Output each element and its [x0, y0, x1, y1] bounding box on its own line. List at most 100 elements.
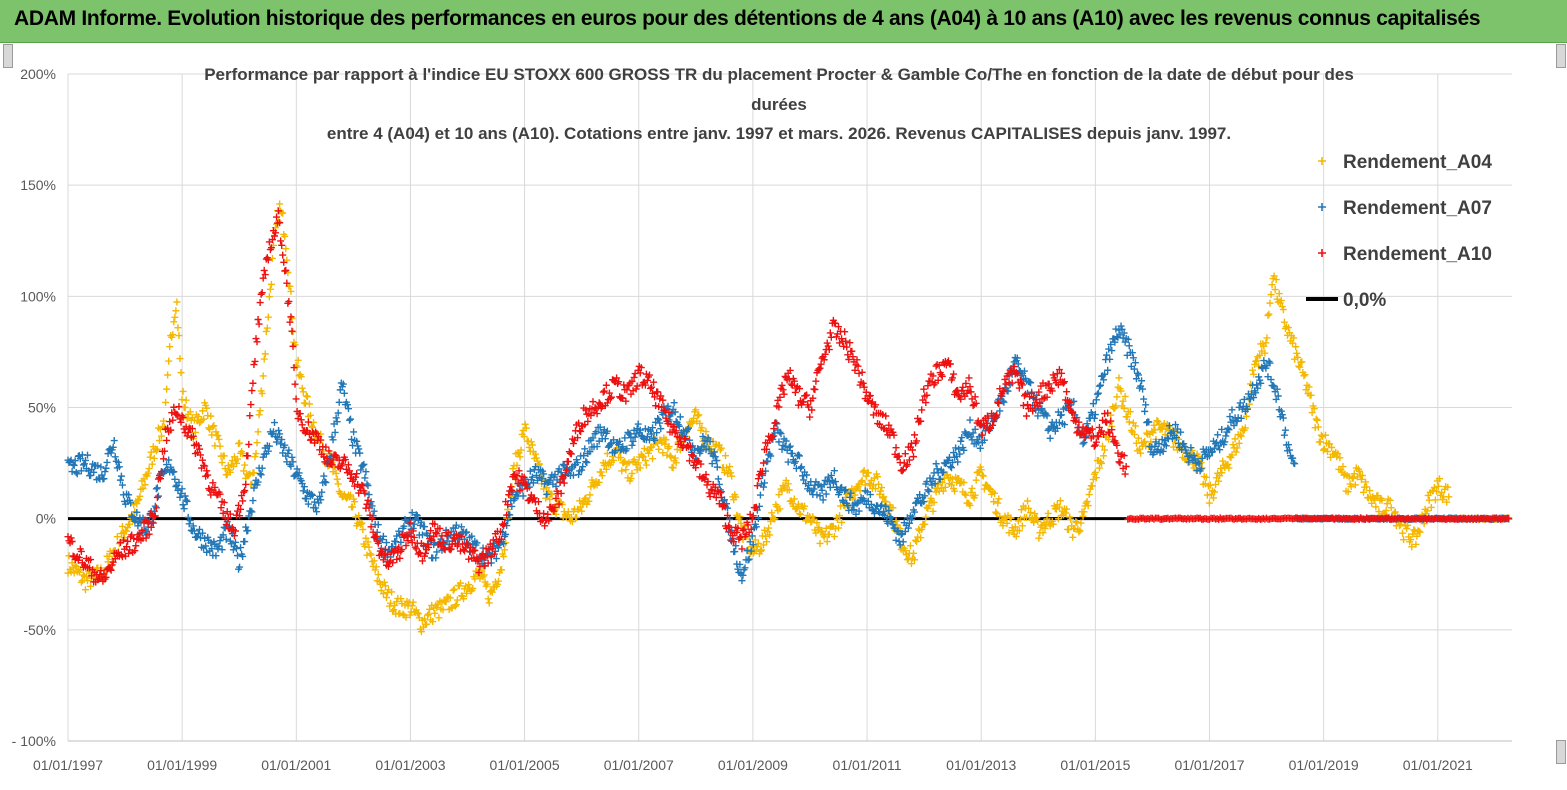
data-point-Rendement_A04: [761, 526, 769, 534]
data-point-Rendement_A04: [640, 445, 648, 453]
data-point-Rendement_A07: [924, 486, 932, 494]
data-point-Rendement_A04: [115, 540, 123, 548]
data-point-Rendement_A04: [165, 357, 173, 365]
data-point-Rendement_A07: [295, 469, 303, 477]
data-point-Rendement_A07: [374, 521, 382, 529]
data-point-Rendement_A07: [526, 467, 534, 475]
data-point-Rendement_A04: [857, 478, 865, 486]
data-point-Rendement_A07: [1101, 370, 1109, 378]
data-point-Rendement_A10: [475, 569, 483, 577]
data-point-Rendement_A04: [1387, 504, 1395, 512]
data-point-Rendement_A10: [923, 391, 931, 399]
data-point-Rendement_A04: [618, 467, 626, 475]
data-point-Rendement_A10: [503, 511, 511, 519]
data-point-Rendement_A10: [152, 504, 160, 512]
data-point-Rendement_A07: [116, 476, 124, 484]
data-point-Rendement_A07: [181, 492, 189, 500]
data-point-Rendement_A07: [1222, 432, 1230, 440]
data-point-Rendement_A07: [1236, 399, 1244, 407]
data-point-Rendement_A04: [305, 400, 313, 408]
data-point-Rendement_A04: [1284, 324, 1292, 332]
data-point-Rendement_A07: [165, 456, 173, 464]
data-point-Rendement_A07: [1182, 446, 1190, 454]
data-point-Rendement_A07: [1291, 460, 1299, 468]
data-point-Rendement_A04: [531, 450, 539, 458]
data-point-Rendement_A07: [94, 462, 102, 470]
data-point-Rendement_A10: [255, 320, 263, 328]
data-point-Rendement_A07: [1091, 411, 1099, 419]
data-point-Rendement_A10: [719, 501, 727, 509]
data-point-Rendement_A04: [1383, 500, 1391, 508]
data-point-Rendement_A04: [183, 415, 191, 423]
data-point-Rendement_A04: [1084, 502, 1092, 510]
data-point-Rendement_A04: [1229, 441, 1237, 449]
data-point-Rendement_A07: [754, 514, 762, 522]
data-point-Rendement_A04: [979, 472, 987, 480]
data-point-Rendement_A10: [1103, 418, 1111, 426]
data-point-Rendement_A07: [357, 466, 365, 474]
data-point-Rendement_A07: [852, 510, 860, 518]
data-point-Rendement_A07: [1233, 417, 1241, 425]
data-point-Rendement_A10: [1016, 376, 1024, 384]
data-point-Rendement_A10: [433, 530, 441, 538]
data-point-Rendement_A10: [844, 351, 852, 359]
data-point-Rendement_A07: [245, 512, 253, 520]
data-point-Rendement_A04: [367, 551, 375, 559]
data-point-Rendement_A04: [171, 313, 179, 321]
data-point-Rendement_A07: [410, 520, 418, 528]
data-point-Rendement_A04: [911, 556, 919, 564]
data-point-Rendement_A10: [567, 450, 575, 458]
data-point-Rendement_A07: [899, 538, 907, 546]
data-point-Rendement_A07: [712, 457, 720, 465]
data-point-Rendement_A10: [289, 342, 297, 350]
resize-handle-top-right[interactable]: [1556, 44, 1566, 68]
data-point-Rendement_A04: [1314, 423, 1322, 431]
data-point-Rendement_A10: [988, 410, 996, 418]
data-point-Rendement_A07: [767, 452, 775, 460]
data-point-Rendement_A07: [1013, 354, 1021, 362]
data-point-Rendement_A04: [756, 547, 764, 555]
data-point-Rendement_A07: [1286, 446, 1294, 454]
data-point-Rendement_A07: [360, 460, 368, 468]
data-point-Rendement_A07: [603, 427, 611, 435]
data-point-Rendement_A04: [241, 461, 249, 469]
data-point-Rendement_A07: [154, 492, 162, 500]
data-point-Rendement_A10: [485, 546, 493, 554]
data-point-Rendement_A07: [616, 437, 624, 445]
data-point-Rendement_A10: [950, 370, 958, 378]
data-point-Rendement_A07: [462, 529, 470, 537]
data-point-Rendement_A04: [792, 505, 800, 513]
data-point-Rendement_A10: [1012, 368, 1020, 376]
data-point-Rendement_A07: [543, 490, 551, 498]
data-point-Rendement_A07: [274, 434, 282, 442]
data-point-Rendement_A10: [603, 399, 611, 407]
data-point-Rendement_A10: [273, 213, 281, 221]
data-point-Rendement_A04: [991, 489, 999, 497]
data-point-Rendement_A04: [1135, 434, 1142, 442]
data-point-Rendement_A04: [972, 476, 980, 484]
data-point-Rendement_A07: [586, 448, 594, 456]
data-point-Rendement_A04: [622, 466, 630, 474]
data-point-Rendement_A10: [369, 528, 377, 536]
data-point-Rendement_A07: [686, 436, 694, 444]
data-point-Rendement_A04: [164, 371, 172, 379]
data-point-Rendement_A10: [254, 315, 262, 323]
data-point-Rendement_A07: [1237, 414, 1245, 422]
data-point-Rendement_A07: [1000, 398, 1008, 406]
data-point-Rendement_A07: [760, 483, 768, 491]
data-point-Rendement_A10: [854, 362, 862, 370]
data-point-Rendement_A04: [351, 498, 359, 506]
data-point-Rendement_A04: [1005, 529, 1013, 537]
data-point-Rendement_A10: [982, 419, 990, 427]
data-point-Rendement_A04: [463, 589, 471, 597]
data-point-Rendement_A10: [175, 403, 183, 411]
resize-handle-top-left[interactable]: [3, 44, 13, 68]
resize-handle-bottom-right[interactable]: [1556, 740, 1566, 764]
data-point-Rendement_A04: [617, 454, 625, 462]
data-point-Rendement_A10: [992, 412, 1000, 420]
data-point-Rendement_A04: [1232, 448, 1240, 456]
data-point-Rendement_A10: [307, 435, 315, 443]
data-point-Rendement_A07: [950, 449, 958, 457]
data-point-Rendement_A04: [179, 387, 187, 395]
data-point-Rendement_A07: [202, 542, 210, 550]
